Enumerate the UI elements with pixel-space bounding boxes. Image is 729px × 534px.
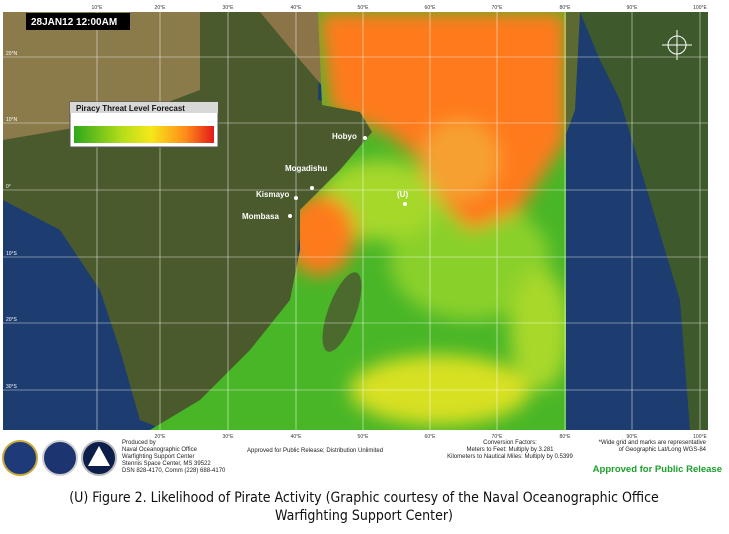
compass <box>662 30 692 60</box>
lon-label: 80°E <box>560 434 572 440</box>
footer-line: Kilometers to Nautical Miles: Multiply b… <box>447 454 573 460</box>
footer-line: of Geographic Lat/Long WGS-84 <box>619 447 707 453</box>
place-label: (U) <box>397 190 408 199</box>
lon-label: 20°E <box>155 434 167 440</box>
lon-label: 10°E <box>92 5 104 11</box>
lon-label: 100°E <box>693 5 707 11</box>
lon-label: 40°E <box>291 5 303 11</box>
footer-line: Produced by <box>122 440 156 446</box>
lat-label: 20°N <box>6 51 18 57</box>
place-label: Mombasa <box>242 212 279 221</box>
lon-label: 30°E <box>223 434 235 440</box>
caption-line: Warfighting Support Center) <box>275 508 453 524</box>
footer-line: Conversion Factors: <box>483 440 537 446</box>
footer-line: *Wide grid and marks are representative <box>599 440 707 446</box>
logos <box>2 440 117 476</box>
conversion: Conversion Factors: Meters to Feet: Mult… <box>447 440 573 460</box>
place-label: Kismayo <box>256 190 289 199</box>
legend-title: Piracy Threat Level Forecast <box>76 104 185 113</box>
lon-label: 30°E <box>223 5 235 11</box>
place-label: Mogadishu <box>285 164 327 173</box>
lon-label: 60°E <box>425 5 437 11</box>
lon-label: 20°E <box>155 5 167 11</box>
lat-label: 10°N <box>6 117 18 123</box>
lon-label: 40°E <box>291 434 303 440</box>
lon-top-labels: 10°E 20°E 30°E 40°E 50°E 60°E 70°E 80°E … <box>92 5 708 11</box>
lon-label: 70°E <box>492 5 504 11</box>
lon-bottom-labels: 20°E 30°E 40°E 50°E 60°E 70°E 80°E 90°E … <box>155 434 708 440</box>
footer-line: DSN 828-4170, Comm (228) 688-4170 <box>122 468 226 474</box>
footer-line: Naval Oceanographic Office <box>122 447 198 453</box>
lon-label: 70°E <box>492 434 504 440</box>
place-dot <box>403 202 407 206</box>
lon-label: 60°E <box>425 434 437 440</box>
lon-label: 50°E <box>358 5 370 11</box>
lon-label: 90°E <box>627 5 639 11</box>
lat-labels: 20°N 10°N 0° 10°S 20°S 30°S <box>6 51 18 390</box>
place-labels: Hobyo Mogadishu Kismayo Mombasa (U) <box>242 132 408 221</box>
lon-label: 100°E <box>693 434 707 440</box>
place-dot <box>294 196 298 200</box>
legend: Piracy Threat Level Forecast <box>69 101 219 148</box>
footer-line: Warfighting Support Center <box>122 454 194 460</box>
approved-label: Approved for Public Release <box>593 464 722 475</box>
footer-line: Meters to Feet: Multiply by 3.281 <box>466 447 554 453</box>
legend-header <box>70 102 218 113</box>
lat-label: 30°S <box>6 384 18 390</box>
graticule <box>3 12 708 430</box>
producer: Produced by Naval Oceanographic Office W… <box>122 440 226 474</box>
timestamp-box <box>26 13 130 30</box>
legend-scale <box>74 126 214 143</box>
place-dot <box>288 214 292 218</box>
footer-line: Stennis Space Center, MS 39522 <box>122 461 211 467</box>
grid-note: *Wide grid and marks are representative … <box>599 440 707 453</box>
lon-label: 90°E <box>627 434 639 440</box>
place-label: Hobyo <box>332 132 357 141</box>
place-dot <box>310 186 314 190</box>
caption-line: (U) Figure 2. Likelihood of Pirate Activ… <box>69 490 659 506</box>
lon-label: 50°E <box>358 434 370 440</box>
lon-label: 80°E <box>560 5 572 11</box>
lat-label: 20°S <box>6 317 18 323</box>
lat-label: 0° <box>6 184 11 190</box>
release-note: Approved for Public Release; Distributio… <box>247 448 383 454</box>
timestamp: 28JAN12 12:00AM <box>31 17 117 28</box>
lat-label: 10°S <box>6 251 18 257</box>
place-dot <box>363 136 367 140</box>
